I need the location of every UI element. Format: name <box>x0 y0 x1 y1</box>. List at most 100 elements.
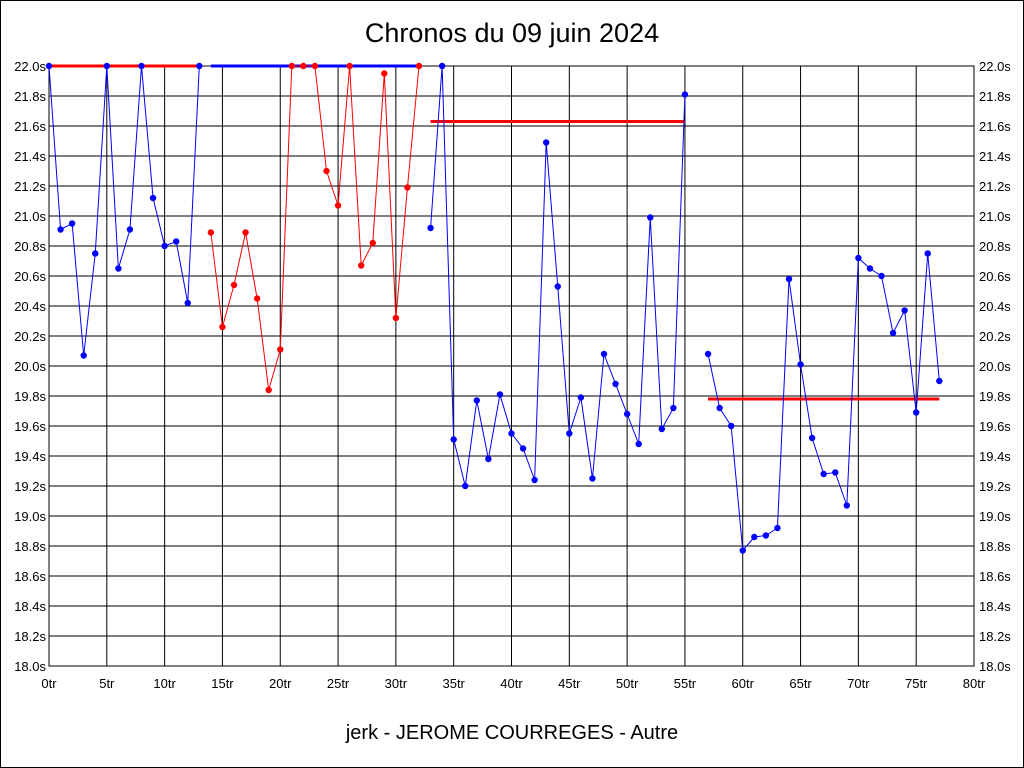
data-point <box>843 502 851 509</box>
data-point <box>924 250 931 257</box>
y-tick-label-left: 21.6s <box>14 119 46 134</box>
data-point <box>774 524 781 532</box>
y-tick-label-left: 20.4s <box>14 299 46 314</box>
y-tick-label-left: 21.4s <box>14 149 46 164</box>
y-tick-label-right: 18.2s <box>979 629 1011 644</box>
data-point <box>311 62 319 70</box>
data-point <box>542 139 550 146</box>
data-point <box>797 361 804 368</box>
y-tick-label-right: 18.4s <box>979 599 1011 614</box>
data-point <box>820 470 827 478</box>
series-layer <box>45 62 943 554</box>
data-point <box>912 409 920 416</box>
x-tick-label: 35tr <box>442 676 465 691</box>
y-tick-label-left: 19.2s <box>14 479 46 494</box>
data-point <box>323 167 330 175</box>
data-point <box>92 250 99 257</box>
y-tick-label-left: 20.0s <box>14 359 46 374</box>
data-point <box>473 397 481 404</box>
y-tick-label-right: 19.0s <box>979 509 1011 524</box>
data-point <box>392 314 400 322</box>
y-tick-label-right: 20.0s <box>979 359 1011 374</box>
data-point <box>265 386 272 394</box>
data-point <box>253 295 261 302</box>
y-tick-label-right: 20.6s <box>979 269 1011 284</box>
y-tick-label-left: 22.0s <box>14 59 46 74</box>
y-tick-label-left: 18.4s <box>14 599 46 614</box>
data-point <box>716 404 723 412</box>
data-point <box>149 194 157 202</box>
y-tick-label-left: 20.2s <box>14 329 46 344</box>
y-tick-label-left: 19.6s <box>14 419 46 434</box>
series-line <box>48 65 200 356</box>
x-tick-label: 40tr <box>500 676 523 691</box>
data-point <box>704 350 712 358</box>
x-tick-label: 60tr <box>732 676 755 691</box>
data-point <box>623 410 631 418</box>
data-point <box>808 434 816 442</box>
x-tick-label: 10tr <box>153 676 176 691</box>
x-tick-label: 45tr <box>558 676 581 691</box>
data-point <box>762 532 770 539</box>
y-tick-label-left: 20.8s <box>14 239 46 254</box>
y-tick-label-left: 21.2s <box>14 179 46 194</box>
data-point <box>785 275 793 283</box>
data-point <box>346 62 353 70</box>
y-tick-label-left: 19.0s <box>14 509 46 524</box>
series-line <box>210 65 420 391</box>
data-point <box>508 430 515 437</box>
data-point <box>80 352 87 359</box>
y-tick-label-right: 21.4s <box>979 149 1011 164</box>
y-tick-label-right: 18.0s <box>979 659 1011 674</box>
y-tick-label-right: 19.8s <box>979 389 1011 404</box>
y-tick-label-right: 20.2s <box>979 329 1011 344</box>
reference-lines <box>49 64 940 401</box>
x-tick-label: 75tr <box>905 676 928 691</box>
data-point <box>901 307 908 314</box>
data-point <box>612 380 619 388</box>
data-point <box>138 62 145 70</box>
data-point <box>357 262 365 269</box>
data-point <box>832 469 839 476</box>
data-point <box>45 62 53 70</box>
data-point <box>126 226 134 233</box>
x-tick-label: 50tr <box>616 676 639 691</box>
y-tick-label-right: 21.8s <box>979 89 1011 104</box>
data-point <box>230 281 238 289</box>
data-point <box>369 239 376 247</box>
data-point <box>462 482 469 490</box>
data-point <box>103 62 111 70</box>
data-point <box>427 224 434 232</box>
data-point <box>496 391 504 398</box>
y-tick-label-left: 20.6s <box>14 269 46 284</box>
data-point <box>739 547 746 554</box>
data-point <box>68 220 76 227</box>
y-tick-label-right: 21.0s <box>979 209 1011 224</box>
data-point <box>334 202 342 209</box>
y-tick-label-right: 21.6s <box>979 119 1011 134</box>
x-tick-label: 25tr <box>327 676 350 691</box>
y-tick-label-left: 18.8s <box>14 539 46 554</box>
data-point <box>878 272 885 280</box>
data-point <box>196 62 203 70</box>
data-point <box>889 329 897 337</box>
data-point <box>727 422 735 430</box>
data-point <box>161 242 168 250</box>
y-tick-label-right: 18.6s <box>979 569 1011 584</box>
grid-layer <box>48 65 975 667</box>
data-point <box>577 394 585 401</box>
data-point <box>300 62 307 70</box>
y-tick-label-right: 20.4s <box>979 299 1011 314</box>
data-point <box>658 425 666 433</box>
data-point <box>531 476 538 484</box>
y-tick-label-right: 19.6s <box>979 419 1011 434</box>
y-tick-label-right: 19.2s <box>979 479 1011 494</box>
y-tick-label-left: 18.2s <box>14 629 46 644</box>
y-tick-label-left: 21.8s <box>14 89 46 104</box>
data-point <box>57 226 64 233</box>
data-point <box>277 346 284 353</box>
data-point <box>600 350 608 358</box>
data-point <box>450 436 457 443</box>
y-tick-label-right: 19.4s <box>979 449 1011 464</box>
